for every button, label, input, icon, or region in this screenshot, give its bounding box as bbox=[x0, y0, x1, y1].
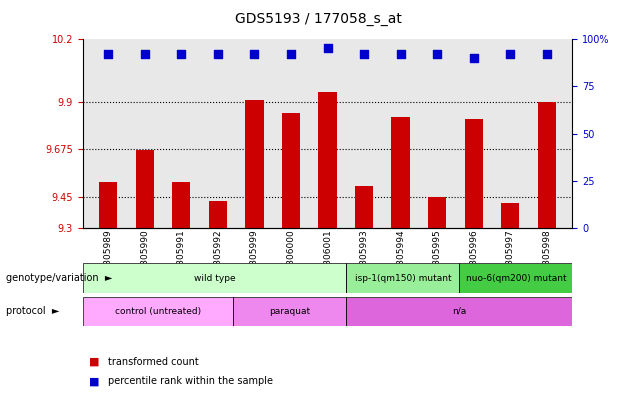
Bar bbox=[459, 263, 572, 293]
Text: n/a: n/a bbox=[452, 307, 467, 316]
Point bbox=[213, 51, 223, 57]
FancyBboxPatch shape bbox=[347, 297, 572, 326]
Text: protocol  ►: protocol ► bbox=[6, 307, 60, 316]
Text: control (untreated): control (untreated) bbox=[115, 307, 201, 316]
Bar bbox=[135, 151, 154, 228]
Bar bbox=[537, 102, 556, 228]
Bar bbox=[319, 92, 336, 228]
Bar bbox=[172, 182, 191, 228]
Point bbox=[286, 51, 296, 57]
Point bbox=[542, 51, 552, 57]
Text: ■: ■ bbox=[89, 356, 100, 367]
Bar bbox=[347, 263, 459, 293]
Bar bbox=[282, 113, 300, 228]
Bar bbox=[347, 297, 572, 326]
Bar bbox=[233, 297, 347, 326]
Text: wild type: wild type bbox=[194, 274, 235, 283]
Point bbox=[103, 51, 113, 57]
Text: GDS5193 / 177058_s_at: GDS5193 / 177058_s_at bbox=[235, 12, 401, 26]
Bar bbox=[392, 117, 410, 228]
Point bbox=[249, 51, 259, 57]
Text: isp-1(qm150) mutant: isp-1(qm150) mutant bbox=[354, 274, 451, 283]
Point bbox=[432, 51, 442, 57]
Bar bbox=[428, 196, 446, 228]
Point bbox=[176, 51, 186, 57]
Point bbox=[396, 51, 406, 57]
Bar bbox=[501, 203, 520, 228]
Bar bbox=[245, 100, 263, 228]
Bar bbox=[355, 186, 373, 228]
Bar bbox=[209, 201, 227, 228]
Point bbox=[322, 44, 333, 51]
FancyBboxPatch shape bbox=[459, 263, 572, 293]
Point bbox=[140, 51, 150, 57]
Text: genotype/variation  ►: genotype/variation ► bbox=[6, 273, 113, 283]
FancyBboxPatch shape bbox=[233, 297, 347, 326]
Point bbox=[359, 51, 369, 57]
Text: transformed count: transformed count bbox=[108, 356, 199, 367]
Bar bbox=[83, 297, 233, 326]
Point bbox=[505, 51, 515, 57]
Text: paraquat: paraquat bbox=[269, 307, 310, 316]
Text: percentile rank within the sample: percentile rank within the sample bbox=[108, 376, 273, 386]
Bar bbox=[99, 182, 118, 228]
FancyBboxPatch shape bbox=[83, 297, 233, 326]
FancyBboxPatch shape bbox=[347, 263, 459, 293]
Text: ■: ■ bbox=[89, 376, 100, 386]
Bar bbox=[464, 119, 483, 228]
FancyBboxPatch shape bbox=[83, 263, 347, 293]
Text: nuo-6(qm200) mutant: nuo-6(qm200) mutant bbox=[466, 274, 566, 283]
Point bbox=[469, 55, 479, 61]
Bar bbox=[83, 263, 347, 293]
